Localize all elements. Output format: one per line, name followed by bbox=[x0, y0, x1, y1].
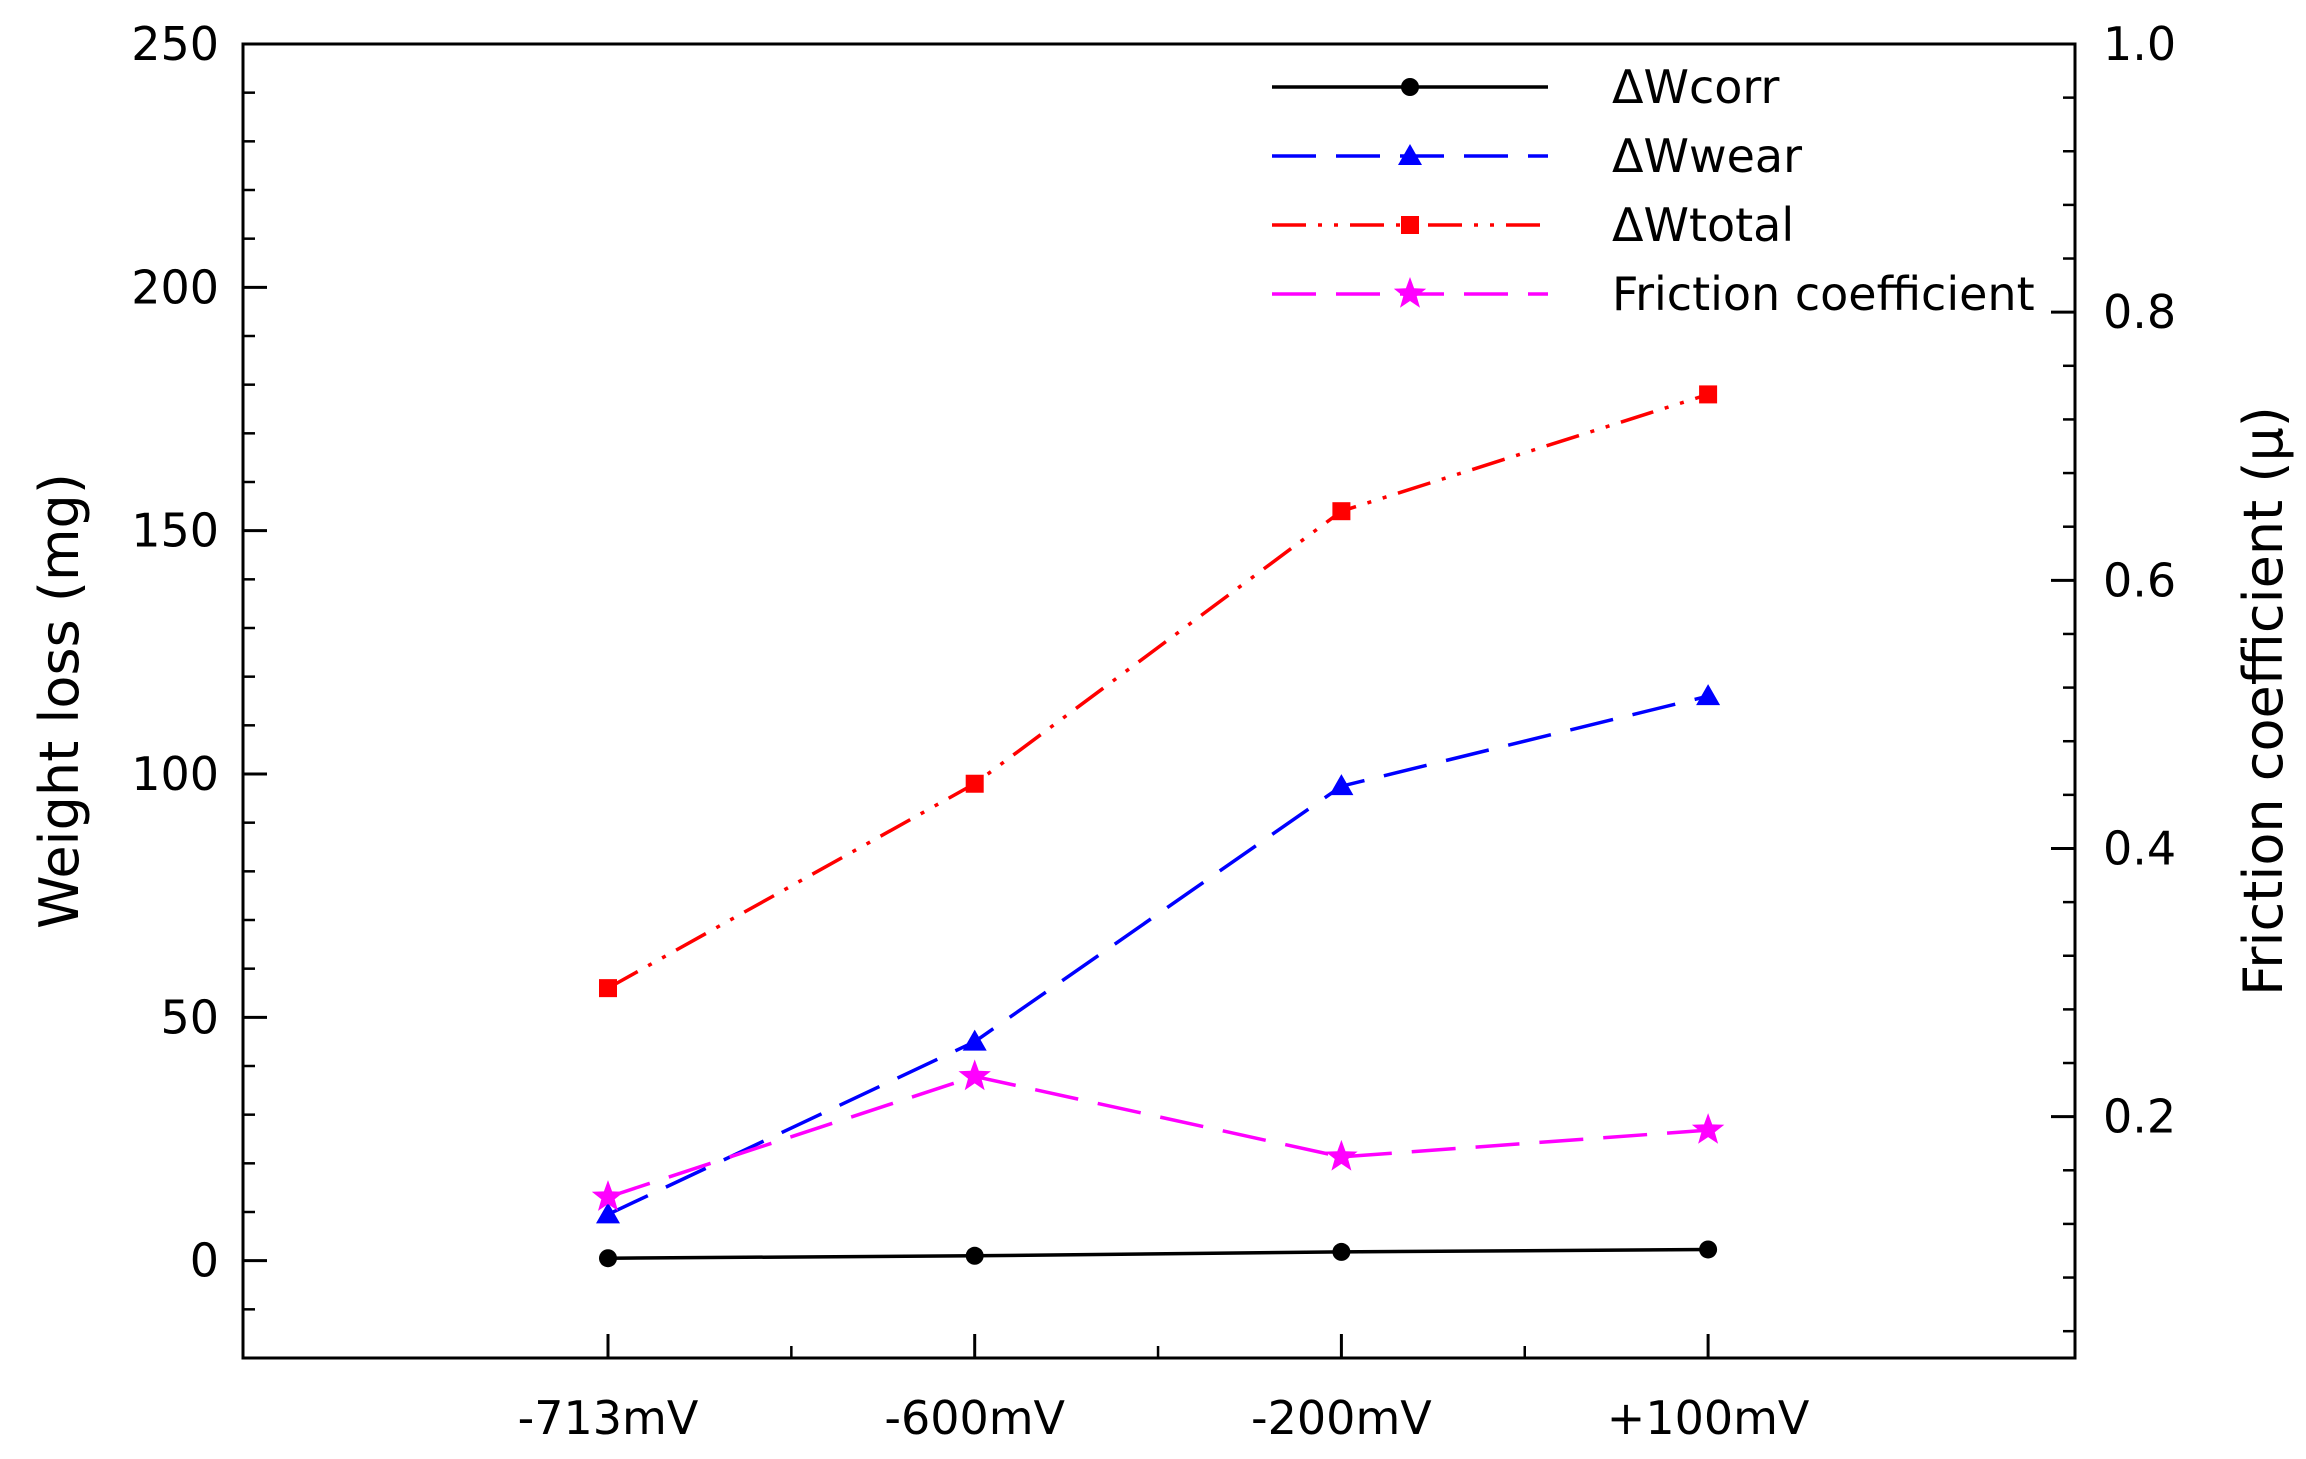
series-1 bbox=[596, 684, 1721, 1224]
y2-axis-title: Friction coefficient (μ) bbox=[2232, 406, 2295, 996]
legend-label: Friction coefficient bbox=[1612, 267, 2035, 321]
x-tick-label: +100mV bbox=[1607, 1391, 1810, 1445]
x-tick-label: -713mV bbox=[518, 1391, 699, 1445]
legend-label: ΔWtotal bbox=[1612, 198, 1794, 252]
series-line bbox=[607, 694, 1709, 1216]
data-point bbox=[591, 1180, 625, 1211]
series-layer bbox=[591, 385, 1725, 1268]
data-point bbox=[1699, 385, 1718, 404]
y-tick-label: 100 bbox=[131, 747, 219, 801]
series-2 bbox=[599, 385, 1718, 998]
y2-tick-label: 0.6 bbox=[2103, 553, 2176, 607]
y-tick-label: 150 bbox=[131, 504, 219, 558]
x-tick-label: -600mV bbox=[884, 1391, 1065, 1445]
axis-ticks: 0 50 100 150 200 250 0.2 0.4 0.6 0.8 1.0 -713mV -600… bbox=[131, 17, 2176, 1445]
legend-marker bbox=[1393, 277, 1427, 308]
series-line bbox=[607, 1247, 1709, 1260]
legend-marker bbox=[1398, 144, 1422, 165]
data-point bbox=[958, 1059, 991, 1091]
y-tick-label: 50 bbox=[160, 990, 219, 1044]
data-point bbox=[596, 1202, 620, 1224]
data-point bbox=[1699, 1240, 1718, 1259]
data-point bbox=[1329, 774, 1354, 796]
legend-label: ΔWcorr bbox=[1612, 60, 1779, 114]
data-point bbox=[1332, 1242, 1351, 1261]
y-tick-label: 200 bbox=[131, 260, 219, 314]
data-point bbox=[965, 774, 984, 793]
y2-tick-label: 1.0 bbox=[2103, 17, 2176, 71]
data-point bbox=[1332, 502, 1351, 521]
series-line bbox=[607, 1074, 1709, 1199]
data-point bbox=[1696, 684, 1721, 706]
y2-tick-label: 0.2 bbox=[2103, 1090, 2176, 1144]
data-point bbox=[599, 1249, 617, 1268]
y-tick-label: 250 bbox=[131, 17, 219, 71]
legend-marker bbox=[1401, 216, 1419, 234]
legend: ΔWcorr ΔWwear ΔWtotal Friction coefficient bbox=[1272, 60, 2035, 321]
legend-marker bbox=[1401, 78, 1419, 96]
data-point bbox=[965, 1246, 984, 1265]
data-point bbox=[1691, 1113, 1725, 1144]
x-tick-label: -200mV bbox=[1251, 1391, 1432, 1445]
legend-label: ΔWwear bbox=[1612, 129, 1802, 183]
data-point bbox=[1325, 1139, 1358, 1171]
y-axis-title: Weight loss (mg) bbox=[28, 473, 91, 929]
legend-entry: ΔWtotal bbox=[1272, 198, 1794, 252]
legend-entry: ΔWcorr bbox=[1272, 60, 1779, 114]
y-tick-label: 0 bbox=[190, 1234, 219, 1288]
legend-entry: Friction coefficient bbox=[1272, 267, 2035, 321]
series-line bbox=[607, 392, 1709, 990]
y2-tick-label: 0.4 bbox=[2103, 821, 2176, 875]
legend-entry: ΔWwear bbox=[1272, 129, 1802, 183]
series-0 bbox=[599, 1240, 1718, 1268]
data-point bbox=[599, 979, 617, 998]
plot-frame bbox=[241, 42, 2077, 1360]
y2-tick-label: 0.8 bbox=[2103, 285, 2176, 339]
series-3 bbox=[591, 1059, 1725, 1211]
data-point bbox=[962, 1029, 987, 1051]
